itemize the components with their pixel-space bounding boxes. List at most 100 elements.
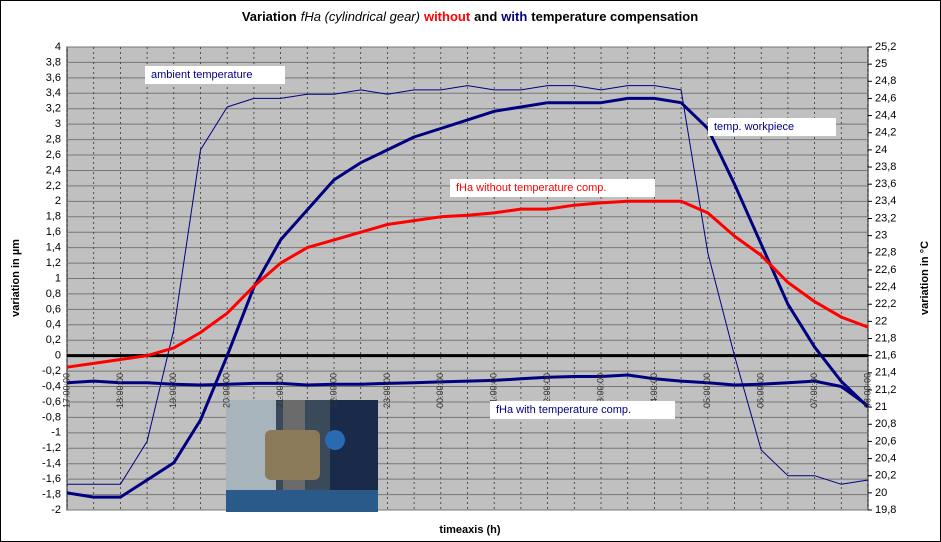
y-tick-label: 3,2: [46, 103, 61, 115]
y2-tick-label: 20,6: [875, 435, 896, 447]
title-part: temperature compensation: [531, 9, 698, 24]
y2-tick-label: 21,4: [875, 367, 896, 379]
annotation-box: [490, 401, 675, 419]
x-tick-label: 03:00:00: [595, 373, 605, 408]
y-tick-label: -1,6: [42, 473, 61, 485]
y-tick-label: 0: [55, 350, 61, 362]
y2-tick-label: 20,4: [875, 452, 896, 464]
x-tick-label: 23:00:00: [382, 373, 392, 408]
y-tick-label: -2: [51, 504, 61, 516]
y2-tick-label: 21,6: [875, 350, 896, 362]
title-part: Variation: [242, 9, 297, 24]
x-tick-label: 06:00:00: [756, 373, 766, 408]
x-tick-label: 21:00:00: [275, 373, 285, 408]
y2-tick-label: 21,2: [875, 384, 896, 396]
y-tick-label: -1,2: [42, 442, 61, 454]
y-tick-label: 0,6: [46, 303, 61, 315]
y-tick-label: 2,4: [46, 164, 61, 176]
y2-tick-label: 23,6: [875, 178, 896, 190]
photo-part: [265, 430, 320, 480]
y2-tick-label: 22: [875, 315, 887, 327]
y2-tick-label: 20: [875, 487, 887, 499]
y2-tick-label: 24: [875, 144, 887, 156]
y-tick-label: 2: [55, 195, 61, 207]
y2-tick-label: 23: [875, 230, 887, 242]
y2-tick-label: 23,2: [875, 212, 896, 224]
y2-tick-label: 25: [875, 58, 887, 70]
y-tick-label: 1,4: [46, 242, 61, 254]
x-tick-label: 07:00:00: [809, 373, 819, 408]
photo-part: [325, 430, 345, 450]
y2-tick-label: 21: [875, 401, 887, 413]
y2-tick-label: 24,8: [875, 75, 896, 87]
y-tick-label: 0,2: [46, 334, 61, 346]
title-part: without: [423, 9, 471, 24]
photo-part: [226, 490, 378, 512]
y-tick-label: 2,8: [46, 134, 61, 146]
y2-tick-label: 23,4: [875, 195, 896, 207]
y2-tick-label: 19,8: [875, 504, 896, 516]
photo: [226, 400, 378, 512]
y-tick-label: 3,4: [46, 87, 61, 99]
x-tick-label: 18:00:00: [115, 373, 125, 408]
y-tick-label: -1,4: [42, 458, 61, 470]
chart-title: Variation fHa (cylindrical gear) without an…: [242, 9, 698, 24]
y-tick-label: 3,6: [46, 72, 61, 84]
y-tick-label: -0,4: [42, 380, 61, 392]
y-tick-label: 1,8: [46, 211, 61, 223]
y-tick-label: -1,8: [42, 488, 61, 500]
y-tick-label: 2,6: [46, 149, 61, 161]
series-label: fHa with temperature comp.: [496, 404, 631, 416]
y-tick-label: 2,2: [46, 180, 61, 192]
y2-tick-label: 24,6: [875, 92, 896, 104]
y-tick-label: -0,2: [42, 365, 61, 377]
x-tick-label: 02:00:00: [542, 373, 552, 408]
y-tick-label: 1,6: [46, 226, 61, 238]
x-tick-label: 17:00:00: [61, 373, 71, 408]
series-line: [66, 199, 869, 369]
x-tick-label: 05:00:00: [702, 373, 712, 408]
series-line: [66, 96, 870, 499]
y2-tick-label: 24,4: [875, 109, 896, 121]
annotation-box: [145, 66, 285, 84]
title-part: and: [474, 9, 497, 24]
y2-tick-label: 20,8: [875, 418, 896, 430]
y2-tick-label: 24,2: [875, 127, 896, 139]
y2-tick-label: 20,2: [875, 470, 896, 482]
y2-tick-label: 22,4: [875, 281, 896, 293]
x-tick-label: 19:00:00: [168, 373, 178, 408]
y-tick-label: -0,6: [42, 396, 61, 408]
y-tick-label: 0,4: [46, 319, 61, 331]
series-label: fHa without temperature comp.: [456, 182, 606, 194]
y-tick-label: 3,8: [46, 56, 61, 68]
title-part: with: [500, 9, 527, 24]
x-tick-label: 20:00:00: [222, 373, 232, 408]
x-tick-label: 22:00:00: [328, 373, 338, 408]
series-label: ambient temperature: [151, 69, 253, 81]
series-line: [66, 373, 869, 408]
y-tick-label: -1: [51, 427, 61, 439]
series-label: temp. workpiece: [714, 121, 794, 133]
x-tick-label: 08:00:00: [862, 373, 872, 408]
title-part: fHa (cylindrical gear): [301, 9, 420, 24]
series-line: [67, 85, 869, 485]
y2-tick-label: 21,8: [875, 332, 896, 344]
y-tick-label: -0,8: [42, 411, 61, 423]
y-tick-label: 1,2: [46, 257, 61, 269]
y-tick-label: 3: [55, 118, 61, 130]
y-tick-label: 1: [55, 272, 61, 284]
y2-tick-label: 25,2: [875, 41, 896, 53]
y2-tick-label: 22,2: [875, 298, 896, 310]
x-tick-label: 01:00:00: [489, 373, 499, 408]
y2-tick-label: 23,8: [875, 161, 896, 173]
y-axis-title: variation in µm: [10, 239, 22, 317]
y2-axis-title: variation in °C: [919, 241, 931, 315]
grid: [66, 46, 869, 511]
x-tick-label: 04:00:00: [649, 373, 659, 408]
x-axis-title: timeaxis (h): [439, 524, 500, 536]
annotation-box: [708, 118, 836, 136]
lines: [66, 85, 870, 499]
y2-tick-label: 22,8: [875, 247, 896, 259]
y-tick-label: 0,8: [46, 288, 61, 300]
